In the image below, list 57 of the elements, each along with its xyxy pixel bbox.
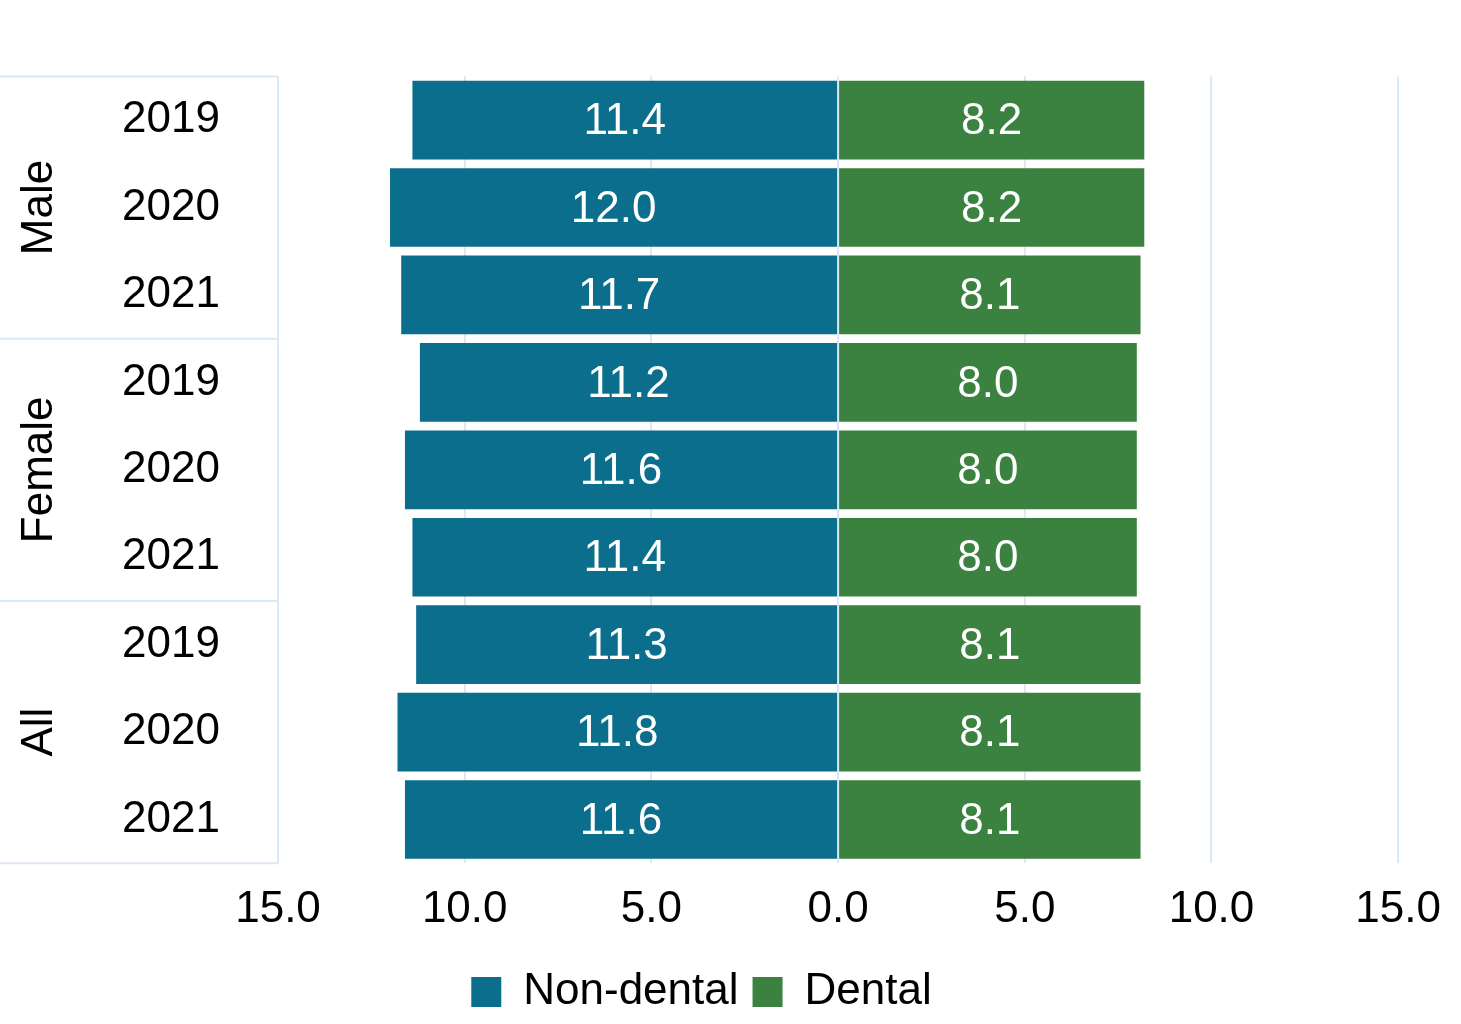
bar xyxy=(839,255,1141,335)
y-tick-label: 2021 xyxy=(122,267,220,317)
data-label: 12.0 xyxy=(570,181,657,231)
legend-label: Non-dental xyxy=(523,964,739,1014)
y-tick-label: 2020 xyxy=(122,179,220,229)
x-tick-label: 10.0 xyxy=(1168,881,1255,931)
bar xyxy=(839,517,1137,597)
x-tick-label: 5.0 xyxy=(620,881,682,931)
x-tick-label: 0.0 xyxy=(807,881,869,931)
bar xyxy=(412,517,838,597)
text: All xyxy=(12,707,62,757)
data-label: 11.6 xyxy=(579,443,663,493)
data-label: 11.3 xyxy=(585,618,668,668)
bar xyxy=(404,430,838,510)
data-label: 11.8 xyxy=(576,706,659,756)
bar xyxy=(839,343,1137,422)
x-tick-label: 15.0 xyxy=(235,881,321,931)
data-label: 8.1 xyxy=(959,618,1021,668)
y-tick-label: 2019 xyxy=(122,92,220,142)
data-label: 11.2 xyxy=(587,356,670,406)
x-tick-label: 10.0 xyxy=(421,881,508,931)
bar xyxy=(839,168,1145,247)
data-label: 8.1 xyxy=(959,269,1021,319)
y-tick-label: 2020 xyxy=(122,704,220,754)
data-label: 8.0 xyxy=(957,443,1019,493)
data-label: 8.2 xyxy=(961,94,1023,144)
x-tick-label: 5.0 xyxy=(994,881,1056,931)
data-label: 11.4 xyxy=(583,94,666,144)
data-label: 11.7 xyxy=(577,269,661,319)
bar xyxy=(390,168,838,247)
bar xyxy=(401,255,838,335)
data-label: 8.1 xyxy=(959,706,1021,756)
bar xyxy=(839,780,1141,859)
bar xyxy=(839,430,1137,510)
text: Female xyxy=(12,396,62,544)
data-label: 8.0 xyxy=(957,356,1019,406)
data-label: 11.4 xyxy=(583,531,666,581)
x-tick-label: 15.0 xyxy=(1355,881,1441,931)
bar xyxy=(839,692,1141,772)
bar xyxy=(839,80,1145,160)
y-tick-label: 2019 xyxy=(122,354,220,404)
legend-label: Dental xyxy=(804,964,932,1014)
bar xyxy=(416,605,838,684)
data-label: 8.1 xyxy=(959,793,1021,843)
y-tick-label: 2019 xyxy=(122,616,220,666)
y-tick-label: 2020 xyxy=(122,441,220,491)
bar xyxy=(412,80,838,160)
bar xyxy=(397,692,838,772)
text: Male xyxy=(12,159,62,256)
bar xyxy=(419,343,838,422)
data-label: 8.0 xyxy=(957,531,1019,581)
bar xyxy=(404,780,838,859)
y-tick-label: 2021 xyxy=(122,791,220,841)
y-tick-label: 2021 xyxy=(122,529,220,579)
data-label: 11.6 xyxy=(579,793,663,843)
data-label: 8.2 xyxy=(961,181,1023,231)
bar xyxy=(839,605,1141,684)
